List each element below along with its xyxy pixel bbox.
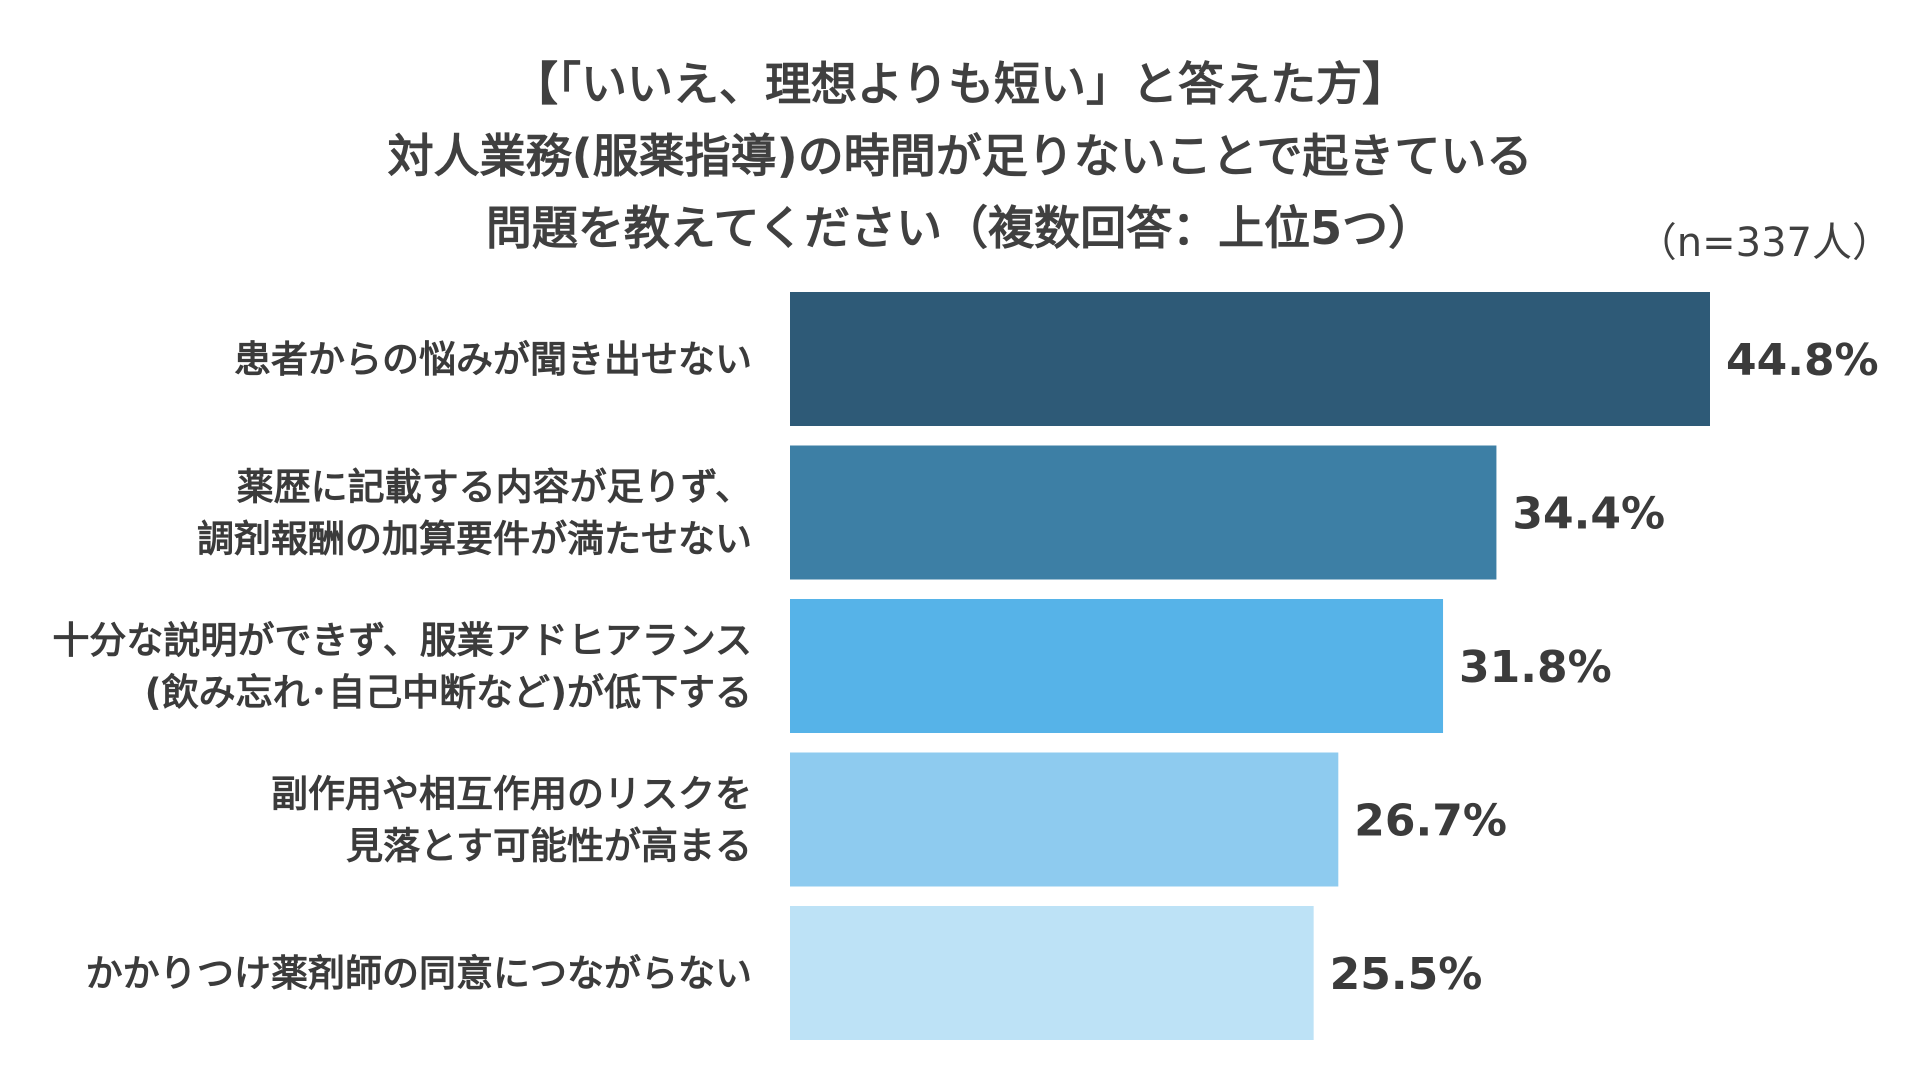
value-label-4: 26.7% bbox=[1354, 796, 1507, 847]
bar-3 bbox=[790, 599, 1444, 733]
category-label-3-line-2: (飲み忘れ･自己中断など)が低下する bbox=[145, 671, 752, 714]
value-label-2: 34.4% bbox=[1512, 489, 1665, 540]
bar-4 bbox=[790, 752, 1339, 887]
category-label-3-line-1: 十分な説明ができず、服業アドヒアランス bbox=[52, 619, 752, 662]
sample-size-note: （n=337人） bbox=[1636, 220, 1892, 266]
bar-2 bbox=[790, 445, 1497, 580]
value-label-5: 25.5% bbox=[1330, 949, 1483, 1000]
category-label-2-line-1: 薬歴に記載する内容が足りず、 bbox=[237, 466, 752, 509]
chart-title: 【「いいえ、理想よりも短い」と答えた方】 対人業務(服薬指導)の時間が足りないこ… bbox=[0, 48, 1920, 264]
value-label-1: 44.8% bbox=[1726, 335, 1879, 386]
category-label-4-line-1: 副作用や相互作用のリスクを bbox=[271, 773, 752, 816]
chart-title-line-2: 対人業務(服薬指導)の時間が足りないことで起きている bbox=[387, 129, 1533, 183]
bar-5 bbox=[790, 906, 1314, 1040]
category-label-2-line-2: 調剤報酬の加算要件が満たせない bbox=[197, 518, 752, 561]
bar-1 bbox=[790, 292, 1710, 426]
category-label-1-line-1: 患者からの悩みが聞き出せない bbox=[234, 338, 752, 381]
category-label-5-line-1: かかりつけ薬剤師の同意につながらない bbox=[86, 952, 752, 995]
chart-title-line-3: 問題を教えてください（複数回答：上位5つ） bbox=[485, 201, 1435, 255]
category-label-4-line-2: 見落とす可能性が高まる bbox=[346, 825, 752, 868]
value-label-3: 31.8% bbox=[1459, 642, 1612, 693]
chart-title-line-1: 【「いいえ、理想よりも短い」と答えた方】 bbox=[511, 57, 1409, 111]
